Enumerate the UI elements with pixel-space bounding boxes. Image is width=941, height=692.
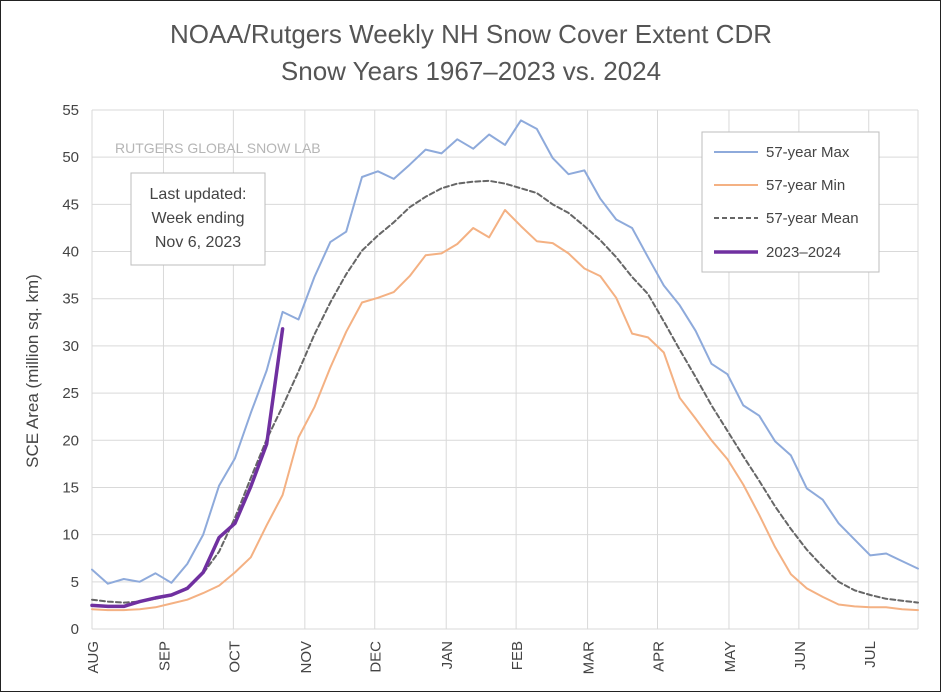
y-tick-label-15: 15 xyxy=(62,479,79,496)
y-axis-label: SCE Area (million sq. km) xyxy=(23,274,42,468)
y-tick-label-50: 50 xyxy=(62,149,79,166)
x-tick-label-mar: MAR xyxy=(581,641,598,675)
y-tick-label-55: 55 xyxy=(62,102,79,119)
update-note-line2: Week ending xyxy=(151,210,244,227)
update-note-line3: Nov 6, 2023 xyxy=(155,234,241,251)
series-lines xyxy=(90,119,919,612)
y-tick-label-10: 10 xyxy=(62,527,79,544)
chart-title-line2: Snow Years 1967–2023 vs. 2024 xyxy=(281,56,661,86)
x-tick-label-jun: JUN xyxy=(792,641,809,670)
y-tick-label-35: 35 xyxy=(62,291,79,308)
x-tick-label-sep: SEP xyxy=(156,641,173,671)
x-tick-label-apr: APR xyxy=(650,641,667,672)
update-note-line1: Last updated: xyxy=(150,186,247,203)
y-tick-label-20: 20 xyxy=(62,432,79,449)
gridlines xyxy=(91,109,919,630)
legend: 57-year Max 57-year Min 57-year Mean 202… xyxy=(701,131,880,273)
legend-label-min: 57-year Min xyxy=(766,177,845,194)
legend-label-2023-2024: 2023–2024 xyxy=(766,244,841,261)
y-tick-label-30: 30 xyxy=(62,338,79,355)
watermark-text: RUTGERS GLOBAL SNOW LAB xyxy=(115,140,321,156)
x-tick-label-oct: OCT xyxy=(226,641,243,673)
y-tick-label-0: 0 xyxy=(71,621,79,638)
x-tick-label-jul: JUL xyxy=(862,641,879,668)
series-line-2023-2024 xyxy=(90,327,285,609)
x-tick-label-aug: AUG xyxy=(85,641,102,674)
x-tick-label-jan: JAN xyxy=(439,641,456,669)
x-tick-label-nov: NOV xyxy=(298,641,315,674)
update-note-box xyxy=(130,172,266,266)
legend-box xyxy=(701,131,880,273)
legend-label-max: 57-year Max xyxy=(766,144,850,161)
chart-title-line1: NOAA/Rutgers Weekly NH Snow Cover Extent… xyxy=(170,19,772,49)
y-tick-label-45: 45 xyxy=(62,196,79,213)
y-tick-label-5: 5 xyxy=(71,574,79,591)
x-tick-label-may: MAY xyxy=(722,641,739,672)
x-axis-ticks: AUG SEP OCT NOV DEC JAN FEB MAR APR MAY JUN JUL xyxy=(85,641,879,675)
legend-label-mean: 57-year Mean xyxy=(766,210,859,227)
x-tick-label-feb: FEB xyxy=(509,641,526,670)
update-note: Last updated: Week ending Nov 6, 2023 xyxy=(130,172,266,266)
y-tick-label-40: 40 xyxy=(62,244,79,261)
series-line-57-year-max xyxy=(91,119,919,585)
y-tick-label-25: 25 xyxy=(62,385,79,402)
x-tick-label-dec: DEC xyxy=(368,641,385,673)
series-line-57-year-min xyxy=(91,209,919,612)
y-axis-ticks: 0 5 10 15 20 25 30 35 40 45 50 55 xyxy=(62,102,79,638)
